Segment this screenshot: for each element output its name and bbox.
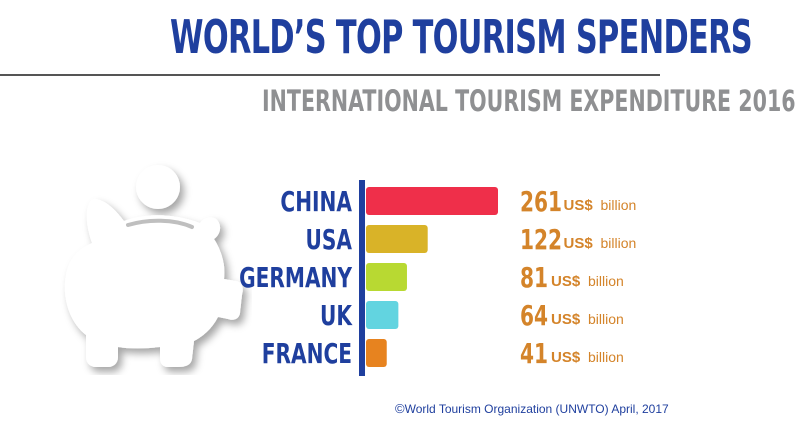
unit-label: US$ [551, 311, 581, 328]
unit-suffix: billion [588, 349, 624, 365]
unit-suffix: billion [601, 235, 637, 251]
unit-label: US$ [564, 197, 594, 214]
bar-france [366, 339, 387, 367]
category-label: FRANCE [262, 337, 352, 370]
category-label: USA [306, 223, 353, 256]
chart-title: WORLD’S TOP TOURISM SPENDERS [170, 10, 753, 64]
copyright-symbol: © [395, 401, 405, 416]
unit-suffix: billion [601, 197, 637, 213]
source-credit: ©World Tourism Organization (UNWTO) Apri… [395, 401, 669, 416]
piggy-bank-icon [64, 165, 243, 367]
unit-label: US$ [564, 235, 594, 252]
category-label: CHINA [280, 185, 352, 218]
value-label: 81 [520, 261, 548, 294]
value-label: 122 [520, 223, 562, 256]
value-label: 41 [520, 337, 548, 370]
unit-label: US$ [551, 273, 581, 290]
y-axis-line [359, 180, 365, 376]
value-label: 64 [520, 299, 548, 332]
unit-suffix: billion [588, 273, 624, 289]
value-label: 261 [520, 185, 562, 218]
bar-germany [366, 263, 407, 291]
title-divider [0, 74, 660, 76]
bar-usa [366, 225, 428, 253]
chart-subtitle: INTERNATIONAL TOURISM EXPENDITURE 2016 [262, 84, 796, 118]
bar-china [366, 187, 498, 215]
unit-suffix: billion [588, 311, 624, 327]
category-label: GERMANY [239, 261, 352, 294]
unit-label: US$ [551, 349, 581, 366]
bar-uk [366, 301, 399, 329]
category-label: UK [320, 299, 353, 332]
source-text: World Tourism Organization (UNWTO) April… [404, 402, 669, 416]
